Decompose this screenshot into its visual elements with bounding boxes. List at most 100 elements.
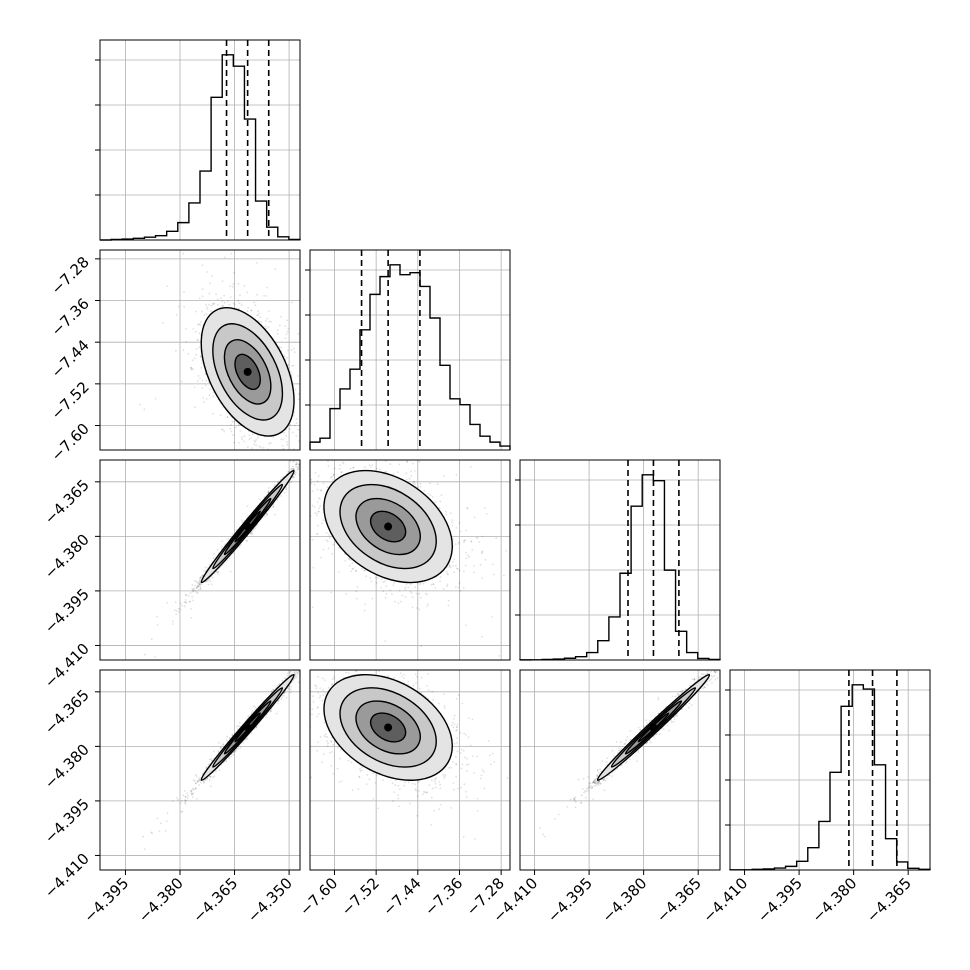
sample-point (217, 570, 220, 573)
sample-point (208, 292, 211, 295)
sample-point (266, 513, 269, 516)
sample-point (302, 424, 304, 426)
sample-point (267, 490, 270, 493)
sample-point (293, 460, 296, 463)
sample-point (239, 294, 241, 296)
sample-point (268, 442, 271, 445)
sample-point (253, 439, 256, 442)
sample-point (233, 441, 235, 444)
sample-point (229, 285, 232, 287)
panel-content (144, 432, 333, 658)
sample-point (281, 444, 284, 447)
sample-point (331, 432, 333, 434)
sample-point (201, 295, 204, 298)
sample-point (268, 487, 270, 489)
sample-point (229, 570, 232, 573)
sample-point (212, 395, 215, 398)
sample-point (196, 592, 199, 594)
sample-point (323, 444, 325, 446)
sample-point (194, 589, 197, 592)
sample-point (199, 576, 202, 579)
sample-point (243, 284, 246, 287)
sample-point (316, 370, 318, 372)
sample-point (199, 355, 202, 358)
sample-point (284, 491, 286, 494)
histogram-step (309, 264, 511, 450)
sample-point (229, 427, 232, 430)
sample-point (305, 456, 307, 458)
sample-point (237, 489, 239, 491)
sample-point (308, 467, 310, 469)
sample-point (194, 330, 197, 333)
sample-point (356, 586, 359, 588)
sample-point (156, 615, 158, 618)
sample-point (177, 607, 180, 610)
sample-point (250, 532, 252, 534)
sample-point (198, 583, 201, 586)
sample-point (265, 327, 268, 330)
sample-point (201, 264, 204, 267)
sample-point (212, 557, 215, 560)
sample-point (190, 607, 192, 610)
sample-point (198, 297, 201, 300)
sample-point (184, 601, 187, 603)
sample-point (267, 310, 270, 313)
sample-point (189, 592, 192, 594)
sample-point (267, 491, 270, 494)
sample-point (303, 412, 305, 414)
sample-point (238, 546, 241, 548)
sample-point (203, 401, 205, 404)
sample-point (285, 487, 288, 490)
sample-point (230, 479, 232, 481)
sample-point (289, 371, 292, 374)
sample-point (287, 470, 290, 473)
sample-point (451, 524, 454, 527)
sample-point (291, 373, 293, 376)
sample-point (249, 532, 252, 534)
sample-point (239, 430, 242, 432)
density-peak (243, 367, 252, 376)
sample-point (196, 585, 199, 588)
sample-point (293, 414, 295, 417)
sample-point (191, 584, 194, 586)
sample-point (254, 304, 257, 307)
sample-point (192, 368, 195, 371)
sample-point (227, 537, 229, 540)
sample-point (195, 310, 197, 313)
sample-point (197, 323, 200, 326)
sample-point (295, 463, 297, 466)
sample-point (304, 460, 306, 462)
density-peak (243, 522, 252, 531)
histogram-panel-1 (95, 40, 301, 241)
sample-point (230, 424, 232, 426)
sample-point (166, 285, 168, 288)
sample-point (246, 446, 249, 448)
panel-frame (99, 39, 301, 241)
sample-point (405, 478, 408, 481)
sample-point (212, 391, 215, 394)
sample-point (191, 587, 194, 590)
sample-point (298, 467, 300, 469)
sample-point (350, 451, 352, 453)
sample-point (270, 320, 272, 323)
sample-point (179, 602, 182, 605)
sample-point (429, 482, 431, 485)
sample-point (304, 459, 306, 461)
sample-point (290, 481, 293, 484)
sample-point (208, 303, 210, 306)
sample-point (199, 586, 202, 588)
sample-point (282, 471, 284, 473)
sample-point (253, 443, 256, 445)
sample-point (207, 579, 210, 582)
histogram-step (519, 474, 721, 661)
sample-point (305, 434, 307, 436)
sample-point (205, 313, 208, 315)
sample-point (199, 577, 201, 580)
sample-point (192, 588, 194, 591)
sample-point (344, 560, 347, 562)
sample-point (212, 412, 214, 415)
sample-point (192, 599, 194, 602)
sample-point (200, 366, 203, 369)
sample-point (280, 495, 283, 497)
sample-point (298, 458, 300, 460)
